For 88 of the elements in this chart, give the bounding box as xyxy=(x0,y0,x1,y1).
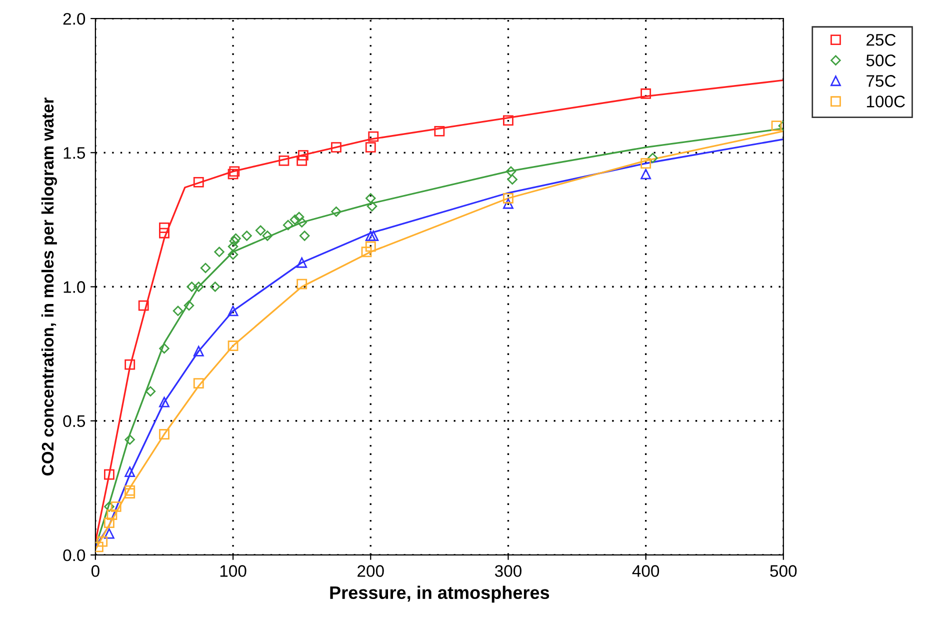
point xyxy=(640,168,652,180)
point xyxy=(97,536,108,547)
point xyxy=(331,206,342,217)
point xyxy=(298,150,308,161)
point xyxy=(229,236,240,246)
point xyxy=(159,429,170,440)
point xyxy=(368,230,379,241)
point xyxy=(255,225,266,236)
point xyxy=(159,396,170,408)
point xyxy=(124,434,135,445)
point xyxy=(640,158,652,169)
point xyxy=(503,193,514,204)
point xyxy=(210,282,220,292)
point xyxy=(193,346,204,356)
x-tick-label: 400 xyxy=(632,565,660,577)
point xyxy=(296,278,308,290)
point xyxy=(262,230,273,241)
point xyxy=(104,528,114,539)
point xyxy=(228,306,238,316)
point xyxy=(200,262,211,274)
point xyxy=(648,152,658,164)
point xyxy=(230,233,241,244)
point xyxy=(106,510,118,520)
legend-label: 25C xyxy=(866,34,896,46)
x-axis-title: Pressure, in atmospheres xyxy=(330,586,550,603)
point xyxy=(159,228,170,238)
point xyxy=(229,166,240,177)
point xyxy=(110,501,122,512)
point xyxy=(186,282,197,292)
point xyxy=(294,212,304,222)
point xyxy=(290,214,300,225)
point xyxy=(214,246,224,257)
point xyxy=(124,488,136,498)
point xyxy=(361,246,372,258)
point xyxy=(365,230,376,241)
point xyxy=(366,201,378,212)
x-tick-label: 100 xyxy=(220,565,246,577)
point xyxy=(507,174,518,185)
x-tick-label: 200 xyxy=(358,565,384,577)
y-tick-label: 1.5 xyxy=(64,147,86,159)
point xyxy=(368,131,379,142)
point xyxy=(124,359,136,370)
point xyxy=(138,300,149,311)
point xyxy=(104,502,114,512)
point xyxy=(159,343,170,354)
point xyxy=(296,155,308,166)
point xyxy=(228,241,238,252)
x-tick-label: 300 xyxy=(494,565,522,577)
point xyxy=(365,142,376,152)
point xyxy=(640,88,652,99)
y-axis-title: CO2 concentration, in moles per kilogram water xyxy=(41,98,57,476)
point xyxy=(194,282,204,292)
point xyxy=(104,469,114,480)
y-tick-label: 0.0 xyxy=(63,549,86,562)
point xyxy=(228,340,238,351)
point xyxy=(296,257,308,268)
point xyxy=(184,300,194,311)
legend-label: 50C xyxy=(866,54,896,66)
point xyxy=(228,249,238,260)
point xyxy=(278,155,290,166)
point xyxy=(145,386,156,396)
point xyxy=(172,306,184,316)
point xyxy=(124,466,136,478)
point xyxy=(365,241,376,252)
point xyxy=(228,168,238,180)
x-tick-label: 500 xyxy=(770,565,797,577)
point xyxy=(193,378,204,389)
point xyxy=(193,176,204,188)
point xyxy=(503,198,514,209)
y-tick-label: 0.5 xyxy=(63,415,86,428)
point xyxy=(124,485,136,496)
y-tick-label: 2.0 xyxy=(63,12,86,25)
point xyxy=(104,518,114,528)
point xyxy=(434,126,445,136)
legend-label: 75C xyxy=(866,75,896,87)
legend-label: 100C xyxy=(866,96,905,108)
x-tick-label: 0 xyxy=(91,565,100,577)
point xyxy=(159,222,170,233)
point xyxy=(503,115,514,126)
point xyxy=(299,230,310,241)
point xyxy=(366,193,376,204)
point xyxy=(331,142,342,152)
point xyxy=(506,166,516,177)
point xyxy=(771,120,782,132)
point xyxy=(282,220,294,230)
point xyxy=(296,217,307,228)
y-tick-label: 1.0 xyxy=(64,281,86,293)
point xyxy=(242,230,252,241)
